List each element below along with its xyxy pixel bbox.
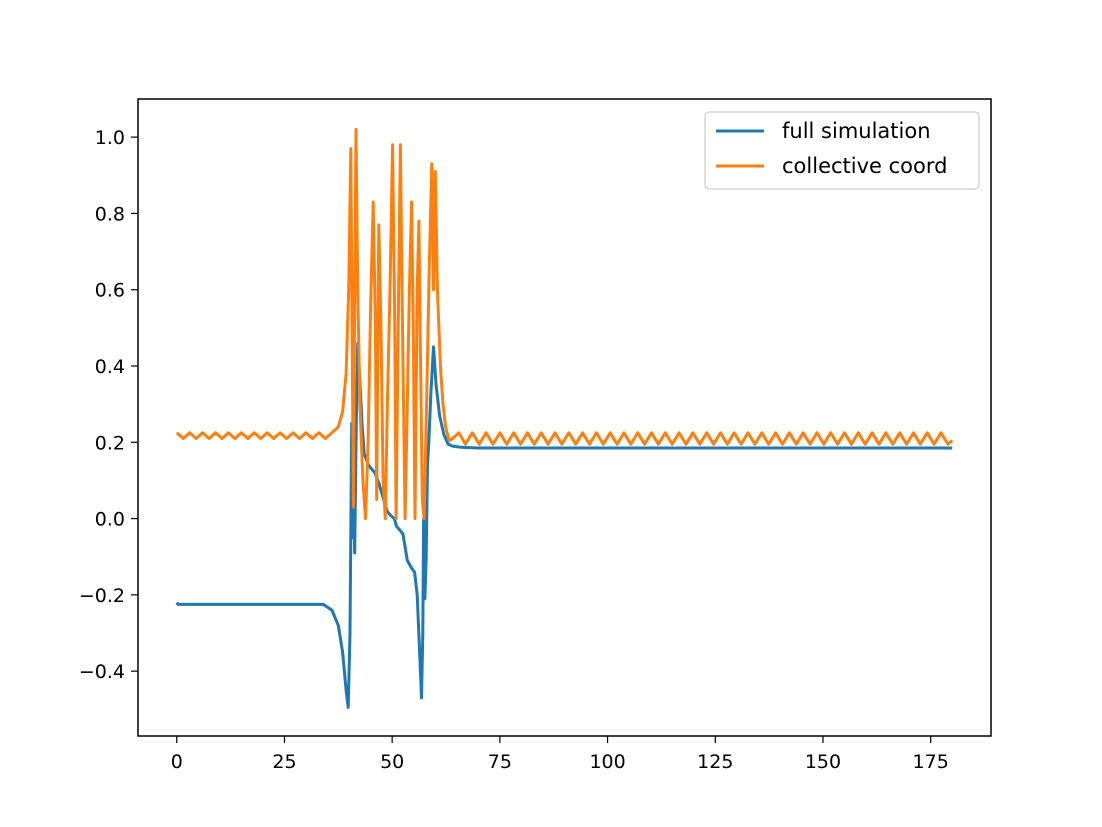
x-tick-label: 175 [913,751,949,773]
x-tick-label: 0 [171,751,183,773]
plot-frame [137,98,992,737]
y-tick-label: −0.2 [79,585,125,607]
x-tick-label: 100 [589,751,625,773]
x-tick-label: 125 [697,751,733,773]
y-axis: −0.4 −0.2 0.0 0.2 0.4 0.6 0.8 1.0 [79,127,138,683]
legend: full simulation collective coord [704,111,980,190]
legend-label-collective-coord: collective coord [782,154,947,178]
y-tick-label: 0.4 [95,356,125,378]
x-tick-label: 50 [380,751,404,773]
legend-box [704,111,980,190]
y-tick-label: 0.6 [95,280,125,302]
series-line-collective-coord [175,128,954,521]
y-tick-label: 0.2 [95,432,125,454]
series-lines [175,128,954,709]
y-tick-label: 1.0 [95,127,125,149]
series-line-full-simulation [175,341,953,709]
y-tick-label: 0.0 [95,509,125,531]
legend-label-full-simulation: full simulation [782,119,931,143]
y-tick-label: 0.8 [95,203,125,225]
x-tick-label: 75 [488,751,512,773]
x-axis: 0 25 50 75 100 125 150 175 [171,736,949,773]
x-tick-label: 25 [272,751,296,773]
y-tick-label: −0.4 [79,661,125,683]
x-tick-label: 150 [805,751,841,773]
